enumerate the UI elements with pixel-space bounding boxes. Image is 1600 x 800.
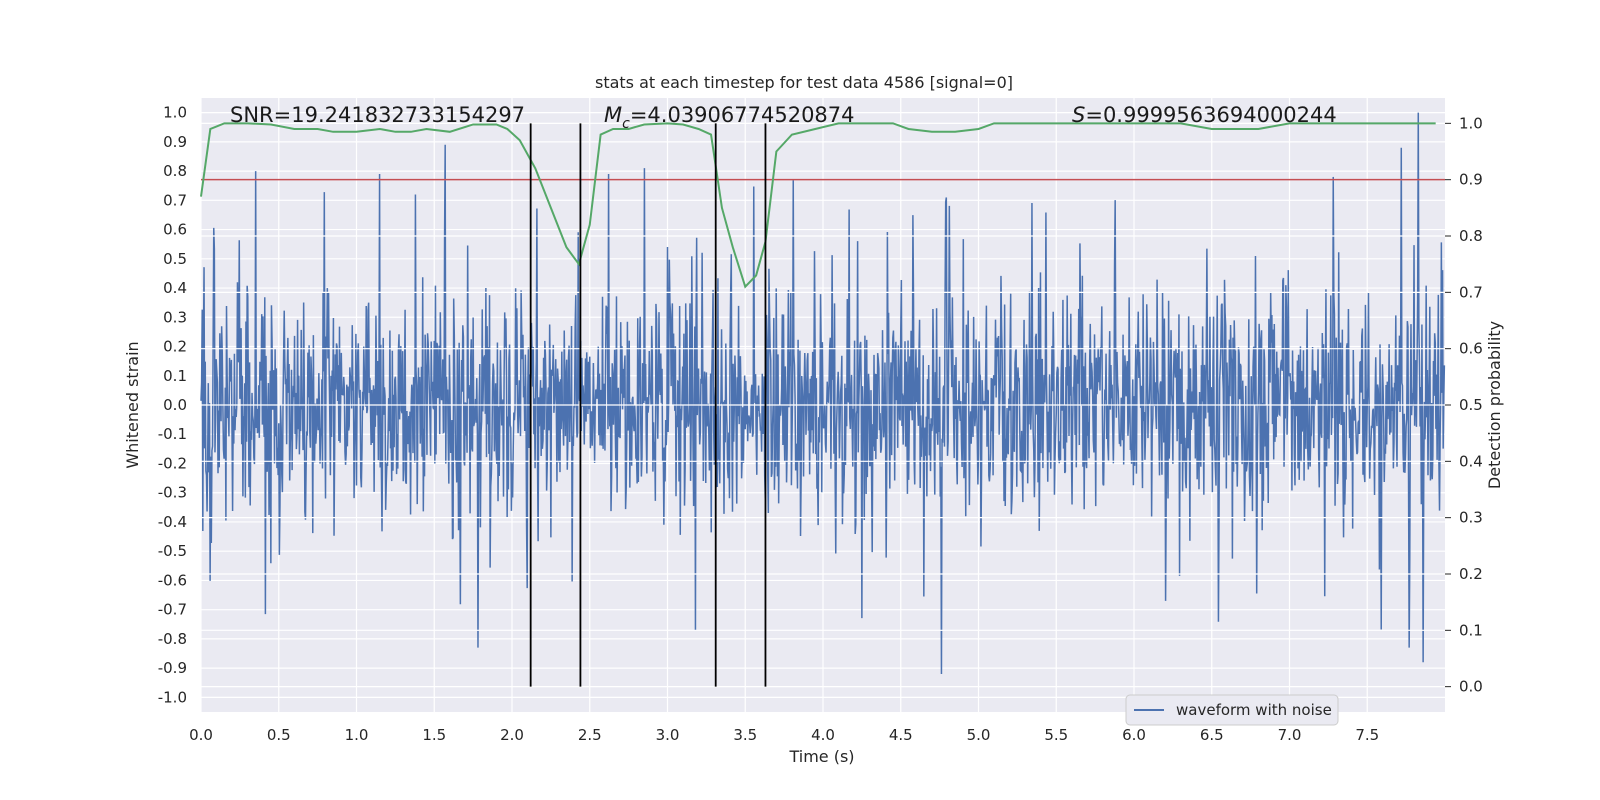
- y-axis-left-label: Whitened strain: [123, 341, 142, 468]
- x-tick-label: 0.5: [267, 726, 291, 744]
- x-tick-label: 2.0: [500, 726, 524, 744]
- chirp-mass-value: =4.03906774520874: [630, 103, 855, 127]
- y-left-tick-label: -0.1: [158, 425, 187, 443]
- chirp-mass-annotation: Mc=4.03906774520874: [604, 103, 855, 132]
- y-right-tick-label: 0.2: [1459, 565, 1483, 583]
- y-left-tick-label: -1.0: [158, 688, 187, 706]
- chirp-mass-subscript: c: [622, 116, 630, 132]
- y-right-tick-label: 1.0: [1459, 114, 1483, 132]
- chirp-mass-symbol: M: [604, 103, 622, 127]
- y-left-tick-label: -0.8: [158, 630, 187, 648]
- y-left-tick-label: 0.7: [163, 191, 187, 209]
- y-right-tick-label: 0.7: [1459, 283, 1483, 301]
- y-right-tick-label: 0.4: [1459, 452, 1483, 470]
- legend-label: waveform with noise: [1176, 701, 1332, 719]
- x-tick-label: 4.5: [889, 726, 913, 744]
- x-tick-label: 1.0: [345, 726, 369, 744]
- legend: waveform with noise: [1125, 694, 1339, 726]
- y-left-tick-label: 1.0: [163, 104, 187, 122]
- x-tick-label: 5.5: [1044, 726, 1068, 744]
- x-tick-label: 4.0: [811, 726, 835, 744]
- y-right-tick-label: 0.6: [1459, 340, 1483, 358]
- y-left-tick-label: 0.0: [163, 396, 187, 414]
- x-tick-label: 6.5: [1200, 726, 1224, 744]
- y-left-tick-label: -0.5: [158, 542, 187, 560]
- y-left-tick-label: 0.3: [163, 308, 187, 326]
- x-tick-label: 5.0: [967, 726, 991, 744]
- y-right-tick-label: 0.9: [1459, 171, 1483, 189]
- s-statistic-annotation: S=0.9999563694000244: [1072, 103, 1337, 127]
- y-left-tick-label: 0.1: [163, 367, 187, 385]
- x-tick-label: 7.0: [1278, 726, 1302, 744]
- y-left-tick-label: 0.9: [163, 133, 187, 151]
- x-axis-label: Time (s): [788, 747, 854, 766]
- x-tick-label: 3.5: [733, 726, 757, 744]
- y-left-tick-label: -0.2: [158, 454, 187, 472]
- y-right-tick-label: 0.5: [1459, 396, 1483, 414]
- y-right-tick-label: 0.0: [1459, 678, 1483, 696]
- y-left-tick-label: -0.4: [158, 513, 187, 531]
- y-right-tick-label: 0.3: [1459, 509, 1483, 527]
- x-tick-label: 1.5: [422, 726, 446, 744]
- chart-title: stats at each timestep for test data 458…: [595, 73, 1013, 92]
- snr-annotation: SNR=19.241832733154297: [230, 103, 525, 127]
- y-left-tick-label: 0.4: [163, 279, 187, 297]
- x-tick-label: 7.5: [1355, 726, 1379, 744]
- waveform-series: [200, 112, 1446, 674]
- x-tick-label: 0.0: [189, 726, 213, 744]
- s-statistic-value: =0.9999563694000244: [1085, 103, 1336, 127]
- y-right-tick-label: 0.8: [1459, 227, 1483, 245]
- x-tick-label: 3.0: [656, 726, 680, 744]
- y-axis-right-label: Detection probability: [1485, 321, 1504, 489]
- y-left-tick-label: -0.6: [158, 571, 187, 589]
- y-left-tick-label: -0.9: [158, 659, 187, 677]
- x-tick-label: 6.0: [1122, 726, 1146, 744]
- y-left-tick-label: 0.5: [163, 250, 187, 268]
- y-left-tick-label: 0.6: [163, 221, 187, 239]
- y-left-tick-label: 0.2: [163, 338, 187, 356]
- y-left-tick-label: -0.3: [158, 484, 187, 502]
- legend-box: [1125, 694, 1339, 726]
- x-tick-label: 2.5: [578, 726, 602, 744]
- y-left-tick-label: 0.8: [163, 162, 187, 180]
- y-right-tick-label: 0.1: [1459, 621, 1483, 639]
- s-statistic-symbol: S: [1072, 103, 1085, 127]
- y-left-tick-label: -0.7: [158, 601, 187, 619]
